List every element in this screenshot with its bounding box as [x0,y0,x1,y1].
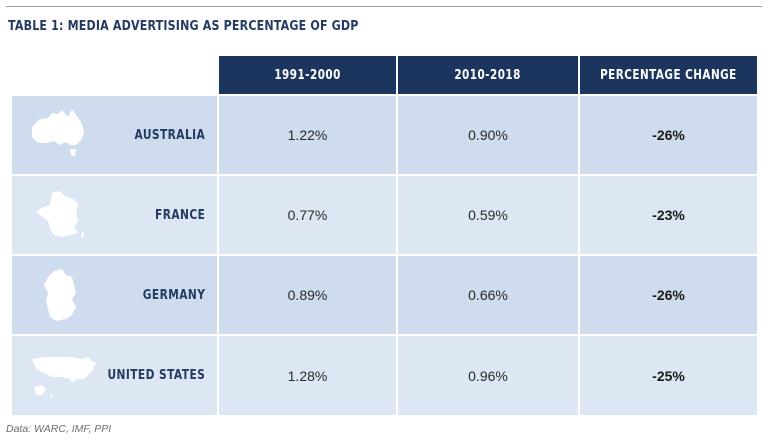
cell-percentage-change: -26% [580,96,757,174]
cell-percentage-change: -26% [580,256,757,334]
cell-percentage-change: -25% [580,336,757,415]
row-label-germany: GERMANY [12,256,217,334]
column-header-2010-2018: 2010-2018 [398,56,578,94]
table-title: TABLE 1: MEDIA ADVERTISING AS PERCENTAGE… [8,18,359,34]
row-label-australia: AUSTRALIA [12,96,217,174]
cell-value-1991-2000: 0.89% [219,256,396,334]
column-header-percentage-change: PERCENTAGE CHANGE [580,56,757,94]
cell-value-2010-2018: 0.90% [398,96,578,174]
row-label-united-states: UNITED STATES [12,336,217,415]
column-header-1991-2000: 1991-2000 [219,56,396,94]
country-name: FRANCE [154,207,205,223]
cell-value-1991-2000: 0.77% [219,176,396,254]
france-map-icon [36,191,84,239]
cell-value-2010-2018: 0.59% [398,176,578,254]
column-header-label: 1991-2000 [274,67,341,83]
cell-value-2010-2018: 0.96% [398,336,578,415]
germany-map-icon [44,269,76,321]
australia-map-icon [32,109,84,156]
column-header-label: 2010-2018 [454,67,522,83]
cell-percentage-change: -23% [580,176,757,254]
data-table: 1991-2000 2010-2018 PERCENTAGE CHANGE AU… [12,56,757,415]
cell-value-2010-2018: 0.66% [398,256,578,334]
source-note: Data: WARC, IMF, PPI [6,423,112,435]
country-name: GERMANY [142,287,205,303]
row-label-france: FRANCE [12,176,217,254]
header-corner [12,56,217,94]
country-name: UNITED STATES [107,368,205,383]
cell-value-1991-2000: 1.28% [219,336,396,415]
united-states-map-icon [32,357,96,398]
cell-value-1991-2000: 1.22% [219,96,396,174]
top-divider [6,6,762,7]
column-header-label: PERCENTAGE CHANGE [600,67,737,83]
country-name: AUSTRALIA [134,127,205,143]
